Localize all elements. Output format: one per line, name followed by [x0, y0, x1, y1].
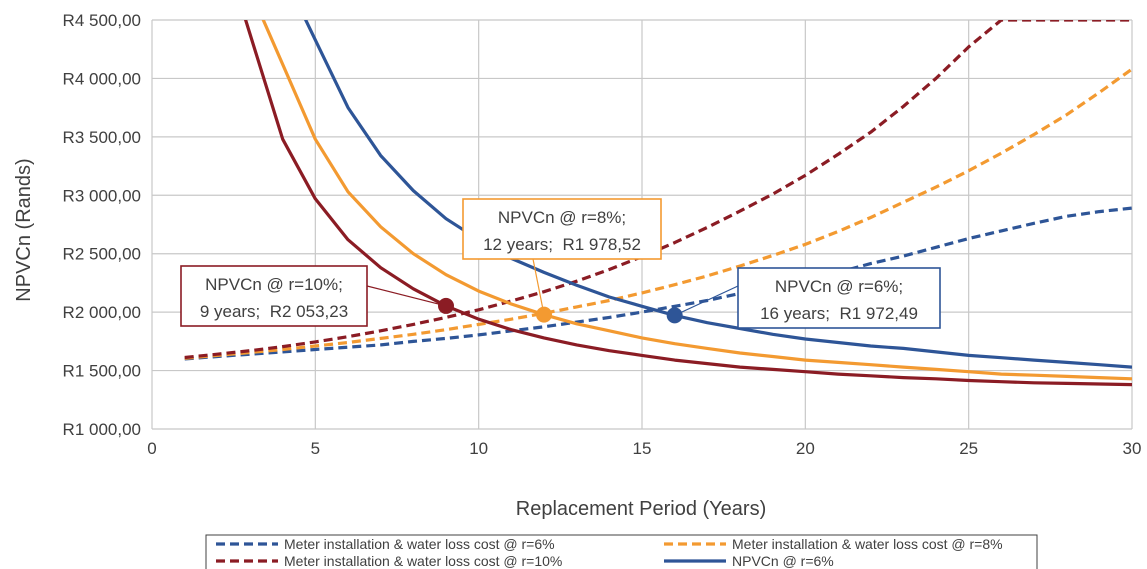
series-line-4	[303, 20, 1132, 369]
x-tick-label: 5	[311, 439, 320, 458]
series-group	[184, 20, 1132, 387]
x-tick-label: 20	[796, 439, 815, 458]
callout-line2: 12 years; R1 978,52	[483, 235, 641, 254]
series-line-6	[243, 20, 1132, 387]
x-tick-label: 15	[633, 439, 652, 458]
y-tick-label: R1 500,00	[63, 362, 141, 381]
legend-label: Meter installation & water loss cost @ r…	[284, 536, 555, 552]
y-axis-label: NPVCn (Rands)	[13, 158, 35, 301]
series-line-5	[261, 20, 1132, 381]
callout-connector	[674, 285, 739, 316]
legend-label: Meter installation & water loss cost @ r…	[732, 536, 1003, 552]
highlight-point	[438, 297, 454, 314]
x-tick-label: 30	[1123, 439, 1142, 458]
callout-line1: NPVCn @ r=10%;	[205, 275, 343, 294]
callout-line1: NPVCn @ r=8%;	[498, 208, 626, 227]
highlight-points	[438, 297, 683, 324]
legend-label: NPVCn @ r=6%	[732, 553, 834, 569]
callout-box	[462, 198, 662, 260]
highlight-point	[536, 306, 552, 323]
callout-connector	[532, 258, 545, 315]
callouts: NPVCn @ r=10%; 9 years; R2 053,23 NPVCn @ …	[180, 198, 941, 329]
y-axis-ticks: R1 000,00 R1 500,00 R2 000,00 R2 500,00 R3 0…	[63, 11, 141, 439]
x-tick-label: 0	[147, 439, 156, 458]
y-tick-label: R1 000,00	[63, 420, 141, 439]
series-line-3	[184, 20, 1132, 360]
x-tick-label: 25	[959, 439, 978, 458]
legend: Meter installation & water loss cost @ r…	[205, 534, 1038, 569]
legend-box	[205, 534, 1038, 569]
x-axis-label: Replacement Period (Years)	[516, 498, 767, 520]
callout-line2: 16 years; R1 972,49	[760, 304, 918, 323]
callout-box	[737, 267, 941, 329]
callout-connector	[366, 285, 447, 307]
highlight-point	[666, 307, 683, 324]
y-tick-label: R4 500,00	[63, 11, 141, 30]
y-tick-label: R3 000,00	[63, 186, 141, 205]
series-line-2	[184, 67, 1132, 360]
legend-label: Meter installation & water loss cost @ r…	[284, 553, 562, 569]
callout-line1: NPVCn @ r=6%;	[775, 277, 903, 296]
y-tick-label: R3 500,00	[63, 128, 141, 147]
callout-box	[180, 265, 368, 327]
y-tick-label: R2 000,00	[63, 303, 141, 322]
y-tick-label: R4 000,00	[63, 69, 141, 88]
callout-line2: 9 years; R2 053,23	[200, 302, 348, 321]
x-tick-label: 10	[469, 439, 488, 458]
y-tick-label: R2 500,00	[63, 245, 141, 264]
x-axis-ticks: 0 5 10 15 20 25 30	[147, 439, 1141, 458]
